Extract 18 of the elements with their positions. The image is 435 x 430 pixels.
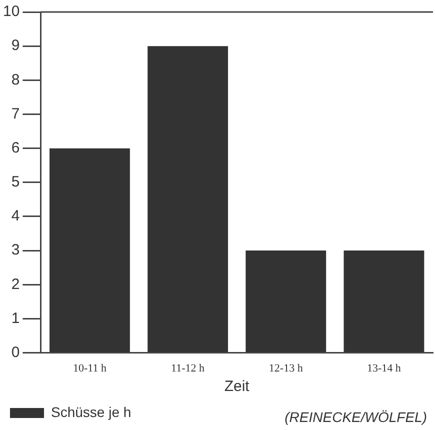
y-tick-label: 9 [11,37,20,54]
y-tick-label: 2 [11,276,20,293]
y-tick-label: 0 [11,344,20,361]
y-tick-label: 8 [11,71,20,88]
x-tick-label: 11-12 h [171,362,206,374]
x-axis-title: Zeit [224,378,250,396]
y-tick-label: 4 [11,208,20,225]
x-tick-label: 10-11 h [72,362,107,374]
y-tick-label: 10 [2,3,20,20]
y-tick-label: 1 [11,310,20,327]
y-tick-label: 7 [11,105,20,122]
x-tick-label: 13-14 h [367,362,402,374]
y-tick-label: 3 [11,242,20,259]
x-tick-label: 12-13 h [268,362,304,374]
y-tick-label: 5 [11,174,20,191]
legend-label: Schüsse je h [51,404,132,420]
y-tick-label: 6 [11,139,20,156]
text: (REINECKE/WÖLFEL) [284,408,427,425]
